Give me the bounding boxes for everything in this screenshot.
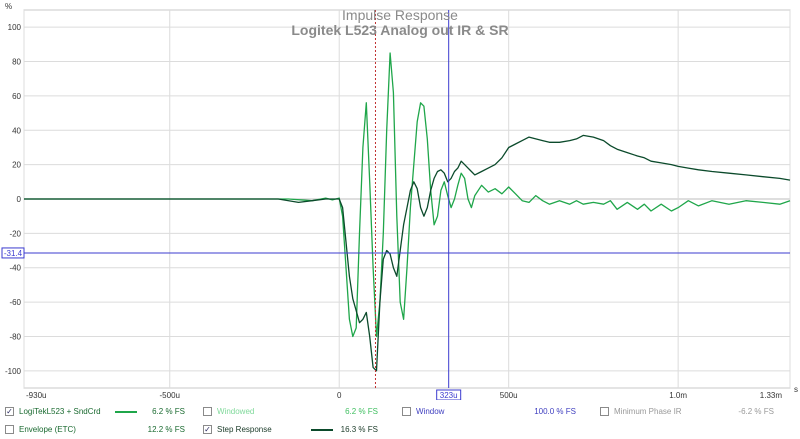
legend-item-minimum-phase[interactable]: Minimum Phase IR -6.2 % FS [600, 405, 790, 419]
legend-bar: ✓ LogiTekL523 + SndCrd 6.2 % FS Windowed… [0, 401, 800, 439]
y-tick-label: -60 [9, 298, 21, 307]
legend-checkbox-logitek[interactable]: ✓ [5, 407, 14, 416]
y-tick-labels: 100 80 60 40 20 0 -20 -40 -60 -80 -100 [5, 23, 22, 376]
horizontal-cursor-readout: -31.4 [4, 249, 23, 258]
legend-item-logitek[interactable]: ✓ LogiTekL523 + SndCrd 6.2 % FS [5, 405, 195, 419]
series-line-1 [24, 134, 791, 372]
legend-item-window[interactable]: Window 100.0 % FS [402, 405, 592, 419]
legend-label-windowed: Windowed [217, 407, 255, 416]
y-tick-label: -40 [9, 264, 21, 273]
legend-item-windowed[interactable]: Windowed 6.2 % FS [203, 405, 393, 419]
y-tick-label: 60 [12, 92, 21, 101]
y-tick-label: -100 [5, 367, 22, 376]
x-tick-label: 1.0m [669, 391, 687, 400]
legend-label-logitek: LogiTekL523 + SndCrd [19, 407, 101, 416]
legend-label-window: Window [416, 407, 445, 416]
x-tick-labels: -930u -500u 0 500u 1.0m 1.33m [26, 391, 782, 400]
legend-item-step-response[interactable]: ✓ Step Response 16.3 % FS [203, 423, 393, 437]
x-tick-label: -500u [160, 391, 180, 400]
legend-checkbox-window[interactable] [402, 407, 411, 416]
legend-value-logitek: 6.2 % FS [152, 407, 185, 416]
x-tick-label: 1.33m [760, 391, 783, 400]
x-tick-label: 0 [337, 391, 342, 400]
y-tick-label: -20 [9, 229, 21, 238]
impulse-response-chart[interactable]: 100 80 60 40 20 0 -20 -40 -60 -80 -100 -930u -500u 0… [0, 0, 800, 400]
legend-value-step-response: 16.3 % FS [340, 425, 378, 434]
legend-label-minimum-phase: Minimum Phase IR [614, 407, 682, 416]
legend-value-windowed: 6.2 % FS [345, 407, 378, 416]
legend-label-step-response: Step Response [217, 425, 272, 434]
series-lines [24, 52, 791, 372]
series-line-0 [24, 52, 791, 338]
horizontal-cursor-readout-box [1, 247, 25, 259]
y-tick-label: 80 [12, 58, 21, 67]
x-axis-unit: s [794, 385, 798, 394]
x-tick-label: -930u [26, 391, 46, 400]
vertical-cursor-readout-box [436, 389, 462, 400]
legend-value-minimum-phase: -6.2 % FS [738, 407, 774, 416]
legend-checkbox-minimum-phase[interactable] [600, 407, 609, 416]
x-tick-label: 500u [500, 391, 518, 400]
legend-checkbox-step-response[interactable]: ✓ [203, 425, 212, 434]
y-axis-label: % [5, 2, 12, 11]
legend-value-envelope: 12.2 % FS [147, 425, 185, 434]
legend-value-window: 100.0 % FS [534, 407, 576, 416]
y-tick-label: 0 [17, 195, 22, 204]
legend-swatch-logitek [115, 411, 137, 413]
y-tick-label: 40 [12, 126, 21, 135]
vertical-cursor-readout: 323u [440, 391, 458, 400]
legend-label-envelope: Envelope (ETC) [19, 425, 76, 434]
y-tick-label: -80 [9, 332, 21, 341]
legend-swatch-step-response [311, 429, 333, 431]
chart-background [0, 0, 800, 400]
y-tick-label: 20 [12, 161, 21, 170]
y-tick-label: 100 [8, 23, 22, 32]
chart-title: Impulse Response [342, 7, 458, 23]
legend-checkbox-envelope[interactable] [5, 425, 14, 434]
legend-checkbox-windowed[interactable] [203, 407, 212, 416]
cursors[interactable]: 323u -31.4 [1, 10, 790, 400]
chart-subtitle: Logitek L523 Analog out IR & SR [291, 22, 508, 38]
legend-item-envelope[interactable]: Envelope (ETC) 12.2 % FS [5, 423, 195, 437]
